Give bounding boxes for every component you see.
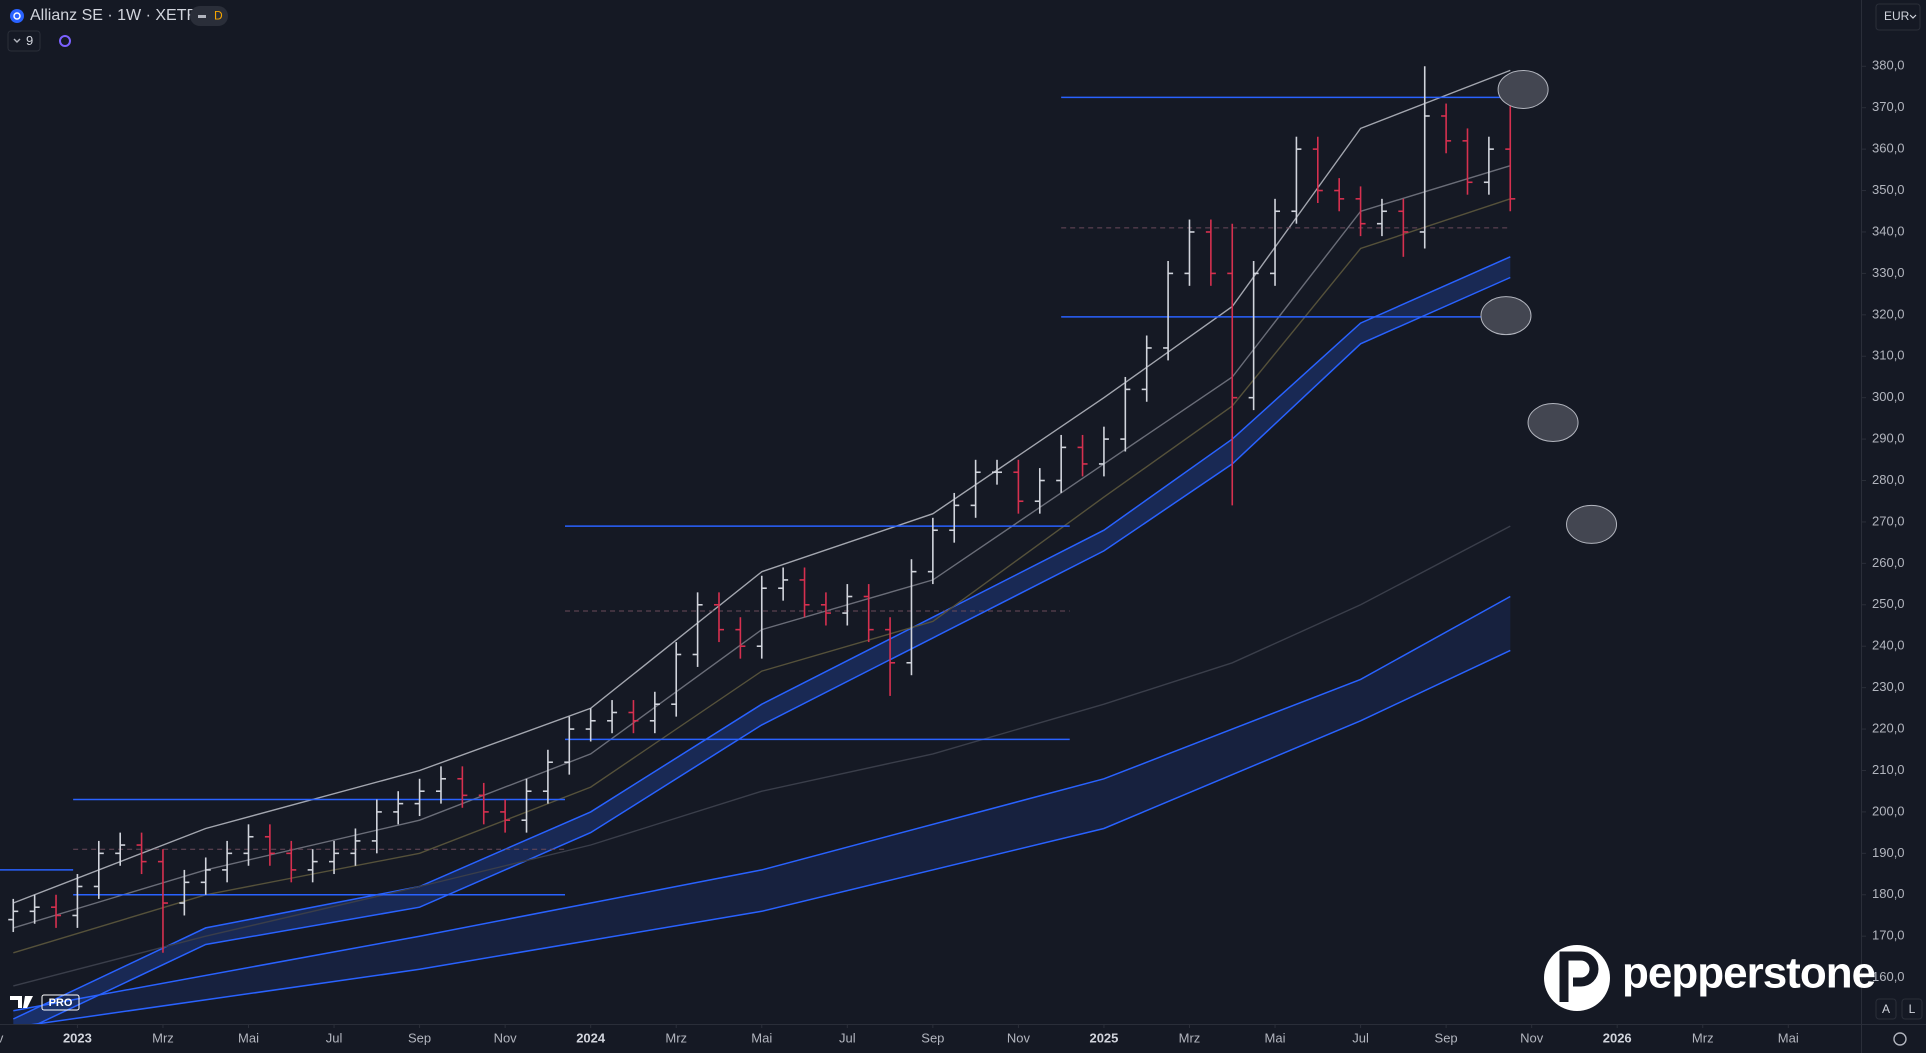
y-tick-label: 160,0 <box>1872 969 1905 984</box>
y-tick-label: 170,0 <box>1872 928 1905 943</box>
y-tick-label: 320,0 <box>1872 306 1905 321</box>
band-fill <box>13 256 1511 1024</box>
tv-logo-mark <box>10 996 33 1008</box>
x-tick-label: Jul <box>1352 1030 1369 1045</box>
badge-text: D <box>214 9 223 23</box>
x-tick-label: Sep <box>921 1030 944 1045</box>
plot-area <box>0 66 1618 1024</box>
chevron <box>1909 14 1917 19</box>
watermark-icon-p <box>1559 951 1599 1002</box>
symbol-icon <box>10 9 24 23</box>
watermark: pepperstone <box>1544 945 1876 1011</box>
chevron <box>13 38 21 43</box>
indicator-toggle[interactable] <box>7 30 41 52</box>
y-tick-label: 300,0 <box>1872 389 1905 404</box>
y-tick-label: 270,0 <box>1872 513 1905 528</box>
x-tick-label: Mai <box>751 1030 772 1045</box>
y-tick-label: 280,0 <box>1872 472 1905 487</box>
x-tick-label: 2024 <box>576 1030 606 1045</box>
y-tick-label: 350,0 <box>1872 182 1905 197</box>
time-axis: Nov 2023 Mrz Mai Jul Sep Nov 2024 Mrz Mai Jul Sep No… <box>0 1024 1799 1045</box>
y-tick-label: 220,0 <box>1872 720 1905 735</box>
y-tick-label: 230,0 <box>1872 679 1905 694</box>
pro-text: PRO <box>49 997 73 1009</box>
x-tick-label: 2026 <box>1603 1030 1632 1045</box>
badge-bg[interactable] <box>190 6 228 26</box>
marker <box>1527 403 1579 443</box>
y-tick-label: 260,0 <box>1872 555 1905 570</box>
scale-button[interactable] <box>1901 998 1923 1020</box>
band-line <box>12 256 1511 1020</box>
header: Allianz SE · 1W · XETR D 9 <box>7 6 228 52</box>
x-tick-label: Sep <box>408 1030 431 1045</box>
symbol-icon-inner <box>13 12 21 20</box>
scale-button-label: L <box>1909 1002 1916 1016</box>
marker <box>1480 296 1532 336</box>
x-tick-label: Nov <box>0 1030 4 1045</box>
y-tick-label: 330,0 <box>1872 265 1905 280</box>
y-tick-label: 200,0 <box>1872 803 1905 818</box>
price-axis: 160,0 170,0 180,0 190,0 200,0 210,0 220,0 230,0… <box>1861 58 1905 984</box>
y-tick-label: 180,0 <box>1872 886 1905 901</box>
scale-button[interactable] <box>1875 998 1897 1020</box>
y-tick-label: 310,0 <box>1872 348 1905 363</box>
y-tick-label: 240,0 <box>1872 638 1905 653</box>
x-tick-label: Nov <box>1007 1030 1031 1045</box>
x-tick-label: 2025 <box>1089 1030 1118 1045</box>
tv-logo: PRO <box>10 994 80 1011</box>
x-tick-label: Mai <box>238 1030 259 1045</box>
currency: EUR <box>1884 9 1910 23</box>
moving-average <box>13 525 1511 987</box>
band-line <box>31 649 1511 1024</box>
x-tick-label: Jul <box>326 1030 343 1045</box>
y-tick-label: 370,0 <box>1872 99 1905 114</box>
y-tick-label: 190,0 <box>1872 845 1905 860</box>
x-tick-label: Mrz <box>1179 1030 1201 1045</box>
marker <box>1566 504 1618 544</box>
x-tick-label: Mrz <box>152 1030 174 1045</box>
y-tick-label: 210,0 <box>1872 762 1905 777</box>
x-tick-label: Nov <box>494 1030 518 1045</box>
settings-icon[interactable] <box>1893 1032 1907 1046</box>
x-tick-label: Mrz <box>1692 1030 1714 1045</box>
pro-box <box>41 994 80 1011</box>
x-tick-label: Mai <box>1265 1030 1286 1045</box>
x-tick-label: Jul <box>839 1030 856 1045</box>
band-line <box>36 276 1511 1024</box>
x-tick-label: 2023 <box>63 1030 92 1045</box>
x-tick-label: Mai <box>1778 1030 1799 1045</box>
y-tick-label: 250,0 <box>1872 596 1905 611</box>
indicator-count: 9 <box>26 33 33 48</box>
x-tick-label: Nov <box>1520 1030 1544 1045</box>
currency-box[interactable] <box>1875 3 1921 31</box>
marker <box>1497 69 1549 109</box>
symbol-title: Allianz SE · 1W · XETR <box>30 7 198 24</box>
y-tick-label: 290,0 <box>1872 431 1905 446</box>
y-tick-label: 380,0 <box>1872 58 1905 73</box>
band-line <box>13 595 1511 1012</box>
watermark-text: pepperstone <box>1622 949 1875 998</box>
sync-icon[interactable] <box>59 35 71 47</box>
y-tick-label: 340,0 <box>1872 223 1905 238</box>
y-tick-label: 360,0 <box>1872 141 1905 156</box>
scale-button-label: A <box>1882 1002 1890 1016</box>
badge-dash <box>198 15 206 18</box>
x-tick-label: Mrz <box>665 1030 687 1045</box>
x-tick-label: Sep <box>1435 1030 1458 1045</box>
